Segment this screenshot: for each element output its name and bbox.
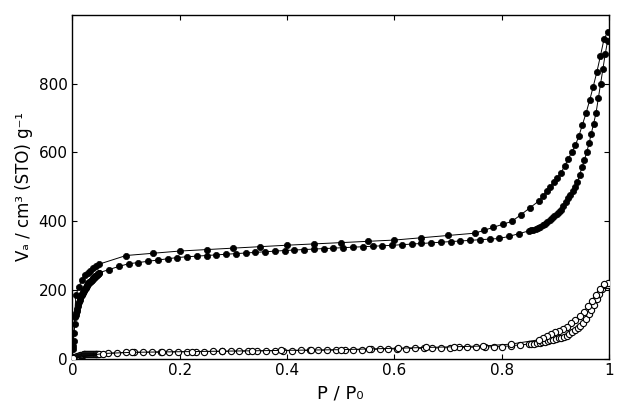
X-axis label: P / P₀: P / P₀ (318, 384, 364, 402)
Y-axis label: Vₐ / cm³ (STO) g⁻¹: Vₐ / cm³ (STO) g⁻¹ (15, 112, 33, 261)
